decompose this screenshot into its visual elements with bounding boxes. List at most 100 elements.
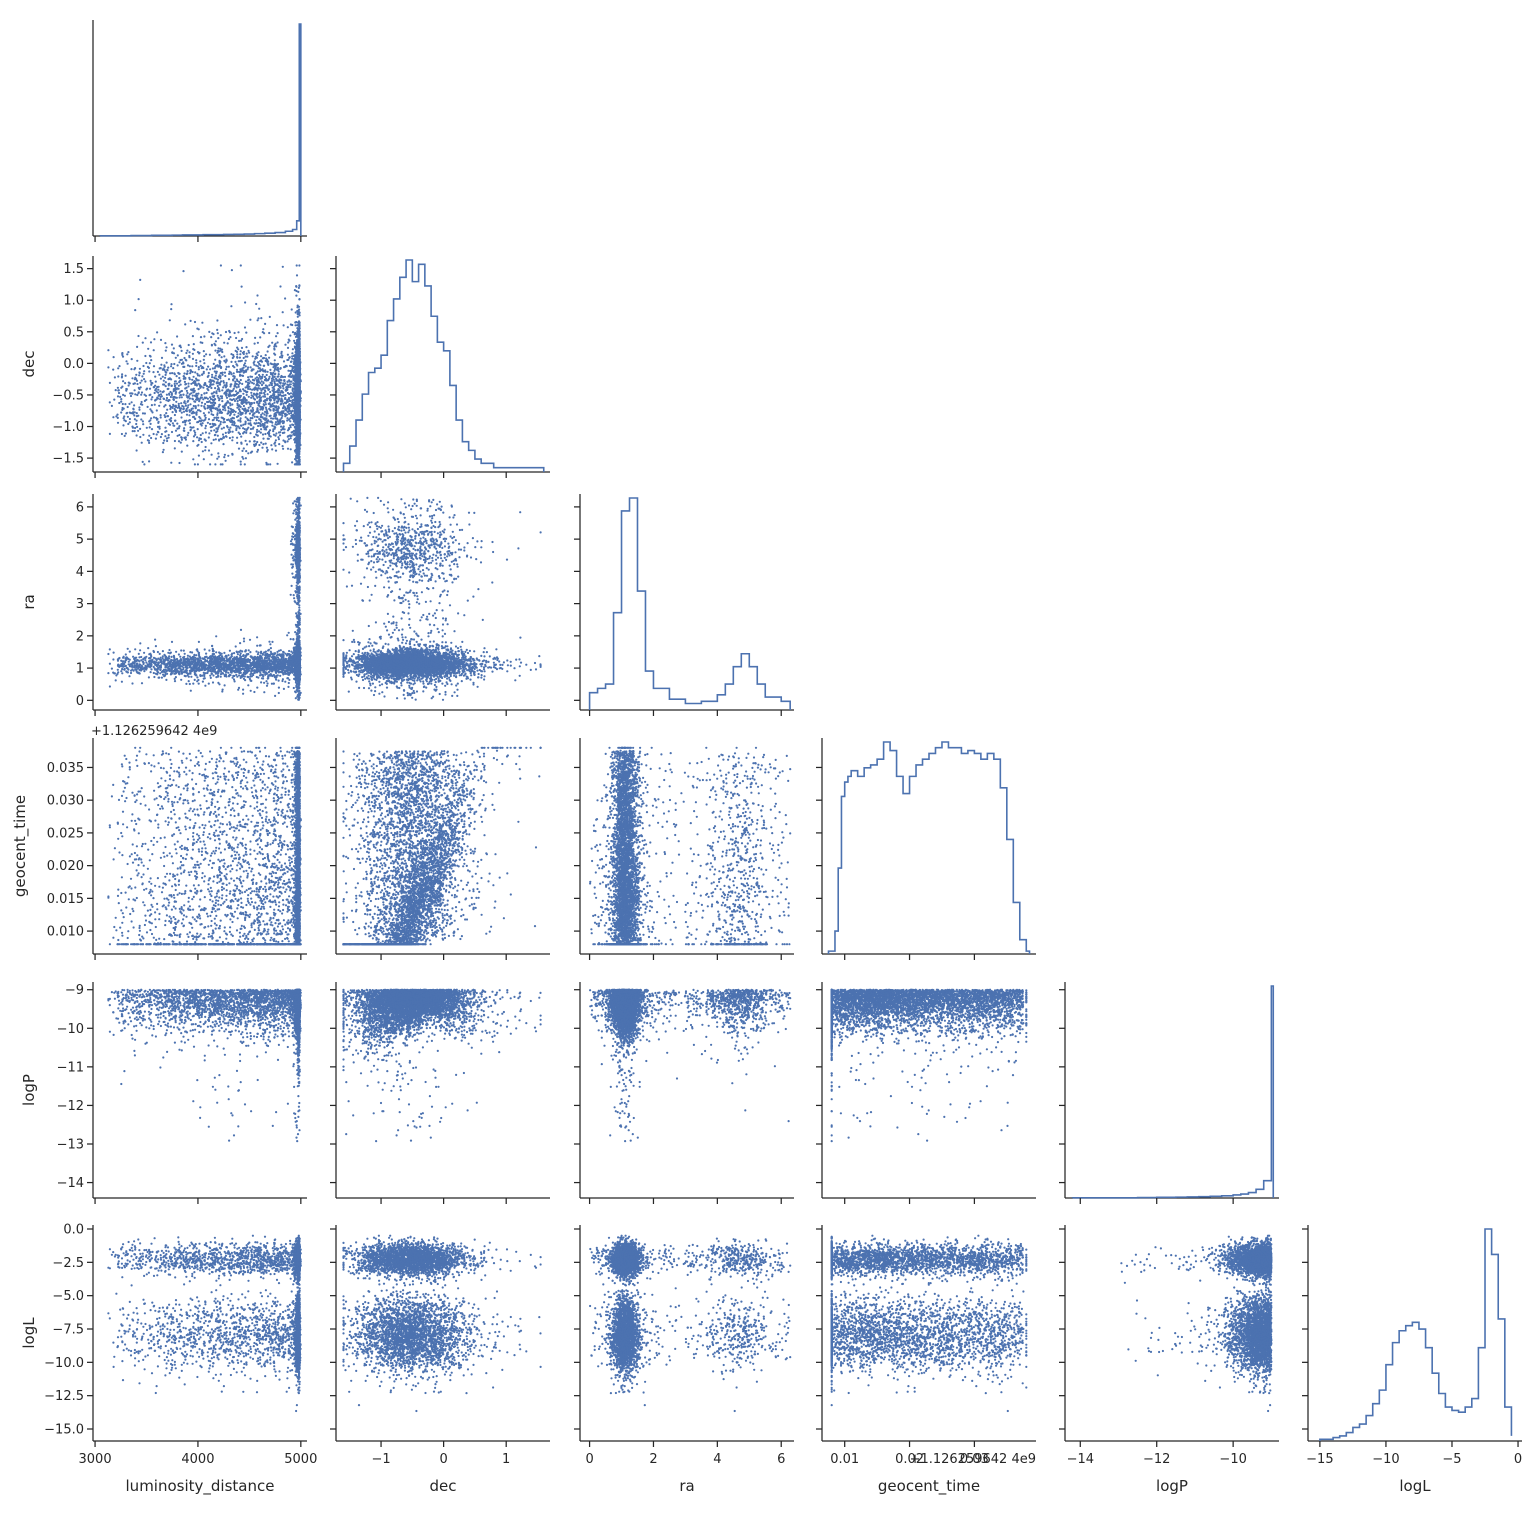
point — [174, 440, 176, 442]
point — [222, 380, 224, 382]
point — [191, 379, 193, 381]
point — [155, 438, 157, 440]
point — [209, 463, 211, 465]
point — [201, 441, 203, 443]
point — [239, 353, 241, 355]
point — [231, 403, 233, 405]
point — [149, 388, 151, 390]
point — [146, 427, 148, 429]
point — [229, 336, 231, 338]
point — [223, 427, 225, 429]
point — [287, 386, 289, 388]
point — [192, 440, 194, 442]
point — [166, 397, 168, 399]
point — [235, 425, 237, 427]
point — [273, 402, 275, 404]
point — [245, 450, 247, 452]
point — [221, 428, 223, 430]
point — [140, 418, 142, 420]
point — [214, 387, 216, 389]
point — [260, 355, 262, 357]
point — [211, 344, 213, 346]
point — [265, 415, 267, 417]
point — [122, 403, 124, 405]
point — [260, 428, 262, 430]
point — [252, 409, 254, 411]
point — [171, 344, 173, 346]
point — [284, 297, 286, 299]
point — [174, 383, 176, 385]
point — [149, 426, 151, 428]
point — [117, 395, 119, 397]
point — [185, 359, 187, 361]
point — [284, 376, 286, 378]
point — [136, 383, 138, 385]
point — [178, 440, 180, 442]
point — [186, 390, 188, 392]
point — [227, 342, 229, 344]
point — [186, 392, 188, 394]
point — [209, 400, 211, 402]
point — [148, 442, 150, 444]
point — [167, 367, 169, 369]
point — [217, 337, 219, 339]
point — [205, 353, 207, 355]
point — [124, 403, 126, 405]
point — [283, 324, 285, 326]
point — [141, 375, 143, 377]
point — [168, 394, 170, 396]
point — [117, 375, 119, 377]
point — [245, 432, 247, 434]
point — [170, 462, 172, 464]
point — [223, 456, 225, 458]
point — [142, 420, 144, 422]
point — [241, 383, 243, 385]
point — [289, 386, 291, 388]
point — [216, 352, 218, 354]
point — [160, 339, 162, 341]
point — [250, 366, 252, 368]
point — [194, 371, 196, 373]
point — [275, 450, 277, 452]
point — [169, 408, 171, 410]
point — [194, 463, 196, 465]
point — [134, 418, 136, 420]
point — [287, 347, 289, 349]
point — [133, 404, 135, 406]
point — [138, 371, 140, 373]
point — [290, 448, 292, 450]
point — [236, 369, 238, 371]
point — [259, 408, 261, 410]
point — [125, 375, 127, 377]
point — [142, 365, 144, 367]
point — [136, 360, 138, 362]
point — [286, 384, 288, 386]
point — [209, 368, 211, 370]
point — [240, 379, 242, 381]
point — [178, 405, 180, 407]
point — [115, 389, 117, 391]
point — [248, 407, 250, 409]
point — [150, 437, 152, 439]
point — [189, 403, 191, 405]
point — [192, 426, 194, 428]
point — [246, 394, 248, 396]
point — [136, 449, 138, 451]
point — [238, 340, 240, 342]
point — [216, 458, 218, 460]
point — [223, 342, 225, 344]
point — [144, 355, 146, 357]
point — [165, 430, 167, 432]
point — [166, 394, 168, 396]
point — [169, 319, 171, 321]
point — [242, 393, 244, 395]
point — [138, 409, 140, 411]
point — [282, 266, 284, 268]
point — [237, 425, 239, 427]
point — [224, 372, 226, 374]
point — [181, 363, 183, 365]
point — [186, 445, 188, 447]
point — [187, 364, 189, 366]
point — [117, 422, 119, 424]
